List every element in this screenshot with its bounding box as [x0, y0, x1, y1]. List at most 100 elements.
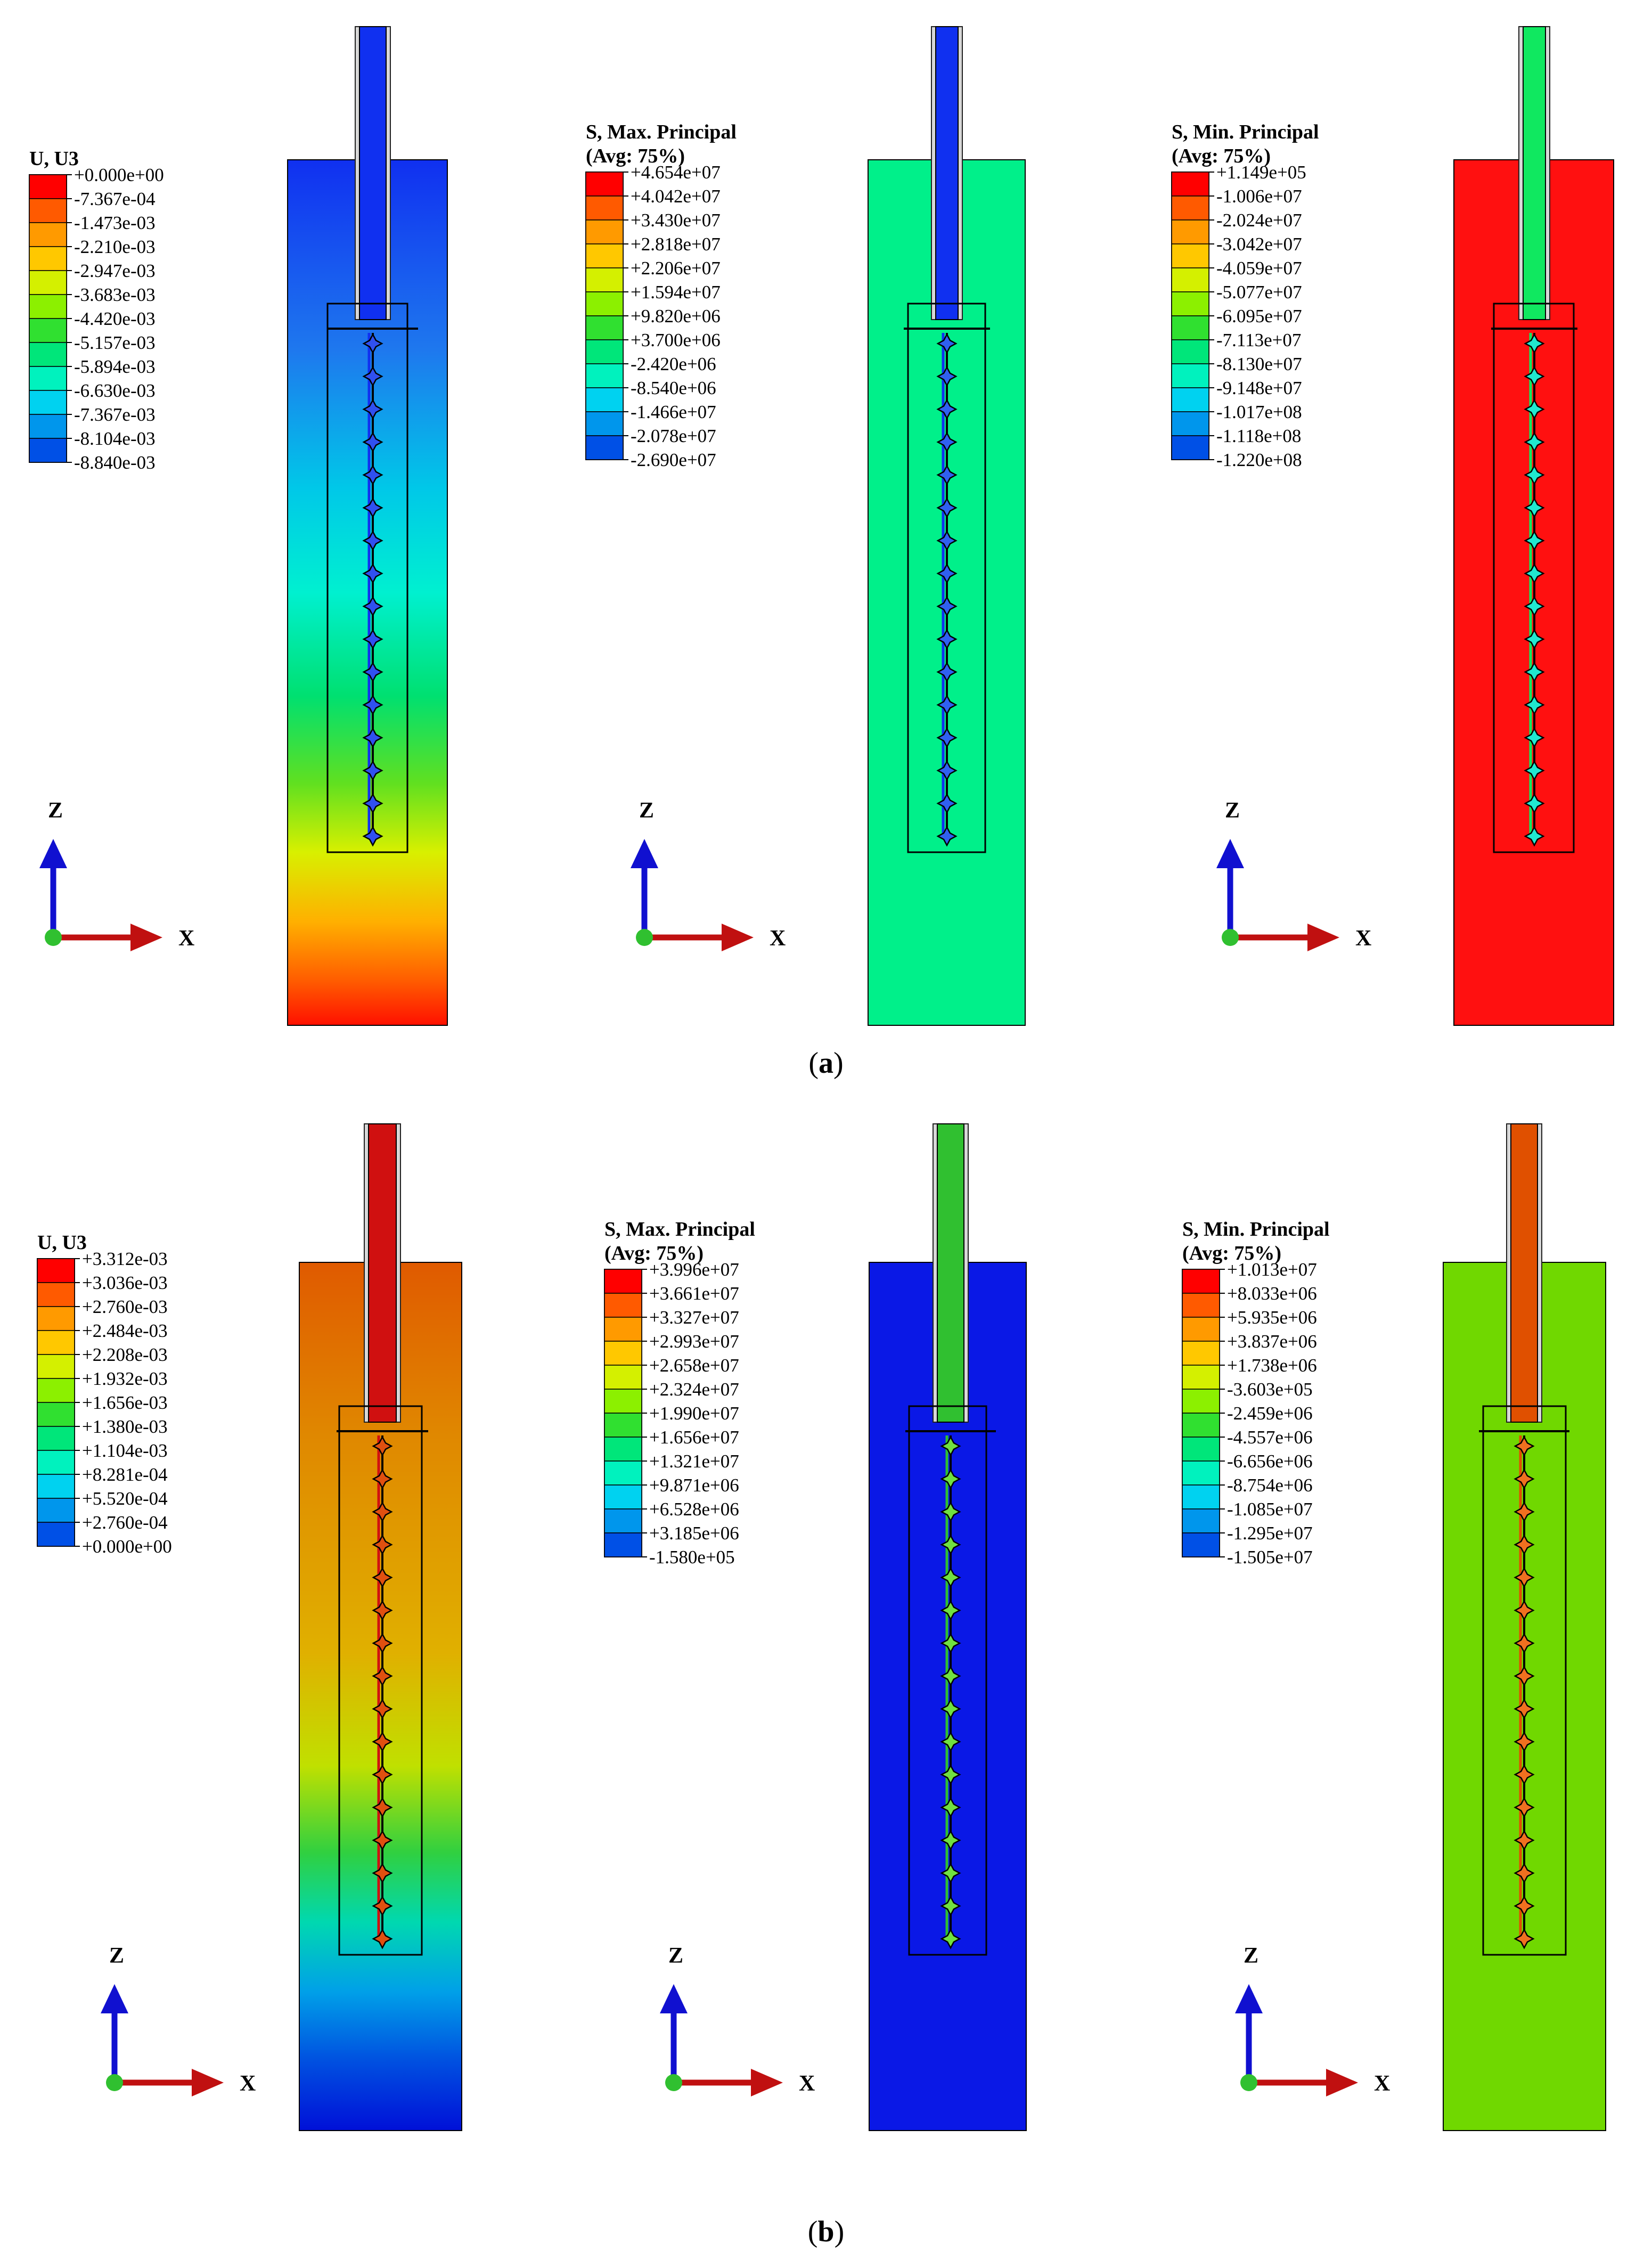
legend-value: +1.321e+07: [649, 1451, 739, 1472]
legend-value: -8.540e+06: [631, 378, 716, 398]
rupture-node: [1524, 464, 1545, 486]
legend-value: +1.013e+07: [1227, 1259, 1317, 1280]
legend-value: +1.990e+07: [649, 1403, 739, 1424]
legend-swatch: [604, 1532, 642, 1557]
legend-swatch: [1171, 291, 1209, 316]
rupture-node: [372, 1698, 393, 1719]
rupture-node: [1514, 1863, 1535, 1884]
rupture-node: [936, 595, 958, 617]
legend-swatch: [585, 435, 624, 460]
x-arrow-icon: [192, 2069, 224, 2096]
rupture-node: [940, 1534, 961, 1555]
legend-value: +2.206e+07: [631, 258, 721, 279]
legend-value: -9.148e+07: [1216, 378, 1302, 398]
rod: [1523, 26, 1546, 320]
legend-value: +2.658e+07: [649, 1355, 739, 1376]
legend-value: -5.157e-03: [74, 332, 156, 353]
rupture-node: [372, 1567, 393, 1588]
rupture-node: [940, 1468, 961, 1490]
legend-swatch: [585, 363, 624, 388]
legend-value: +1.656e-03: [82, 1392, 168, 1413]
legend-value: -8.130e+07: [1216, 354, 1302, 374]
rupture-node: [1524, 563, 1545, 584]
legend-value: +1.656e+07: [649, 1427, 739, 1448]
legend-swatch: [29, 198, 67, 223]
legend-title: U, U3: [37, 1231, 87, 1254]
legend-value: -4.420e-03: [74, 308, 156, 329]
rupture-node: [1514, 1534, 1535, 1555]
submodel-frame: [907, 303, 986, 853]
origin-dot: [665, 2074, 682, 2091]
legend-value: -1.466e+07: [631, 402, 716, 422]
legend-value: -1.085e+07: [1227, 1499, 1313, 1520]
legend-swatch: [1171, 219, 1209, 244]
rupture-node: [362, 662, 383, 683]
legend-value: -2.690e+07: [631, 450, 716, 470]
rupture-node: [1524, 333, 1545, 354]
rupture-node: [362, 694, 383, 715]
origin-dot: [106, 2074, 123, 2091]
legend-swatch: [29, 222, 67, 247]
rupture-node: [372, 1435, 393, 1457]
legend-value: +2.760e-04: [82, 1512, 168, 1533]
z-arrow-icon: [631, 839, 658, 868]
legend-swatch: [37, 1522, 75, 1547]
z-axis-label: Z: [668, 1944, 683, 1968]
legend-swatch: [585, 411, 624, 436]
legend-swatch: [37, 1330, 75, 1355]
legend-swatch: [585, 219, 624, 244]
legend-swatch: [1182, 1532, 1220, 1557]
legend-swatch: [1171, 267, 1209, 292]
plot-a-1: U, U3+0.000e+00 -7.367e-04 -1.473e-03 -2.21…: [29, 26, 448, 1026]
rod: [368, 1123, 397, 1423]
legend-value: +3.661e+07: [649, 1283, 739, 1304]
legend-swatch: [29, 174, 67, 199]
rupture-node: [1524, 793, 1545, 814]
rupture-node: [362, 333, 383, 354]
rupture-node: [372, 1928, 393, 1949]
rupture-node: [936, 760, 958, 781]
legend-value: -2.024e+07: [1216, 210, 1302, 231]
legend-value: -7.367e-04: [74, 189, 156, 209]
legend-value: +3.036e-03: [82, 1272, 168, 1293]
rupture-node: [362, 727, 383, 748]
rupture-node: [940, 1698, 961, 1719]
legend-swatch: [37, 1258, 75, 1283]
legend-value: +3.996e+07: [649, 1259, 739, 1280]
legend-title: (Avg: 75%): [586, 145, 685, 167]
origin-dot: [1222, 929, 1239, 946]
legend: S, Max. Principal(Avg: 75%)+3.996e+07 +3.…: [604, 1218, 755, 1568]
rod: [1510, 1123, 1538, 1423]
legend-value: -6.656e+06: [1227, 1451, 1313, 1472]
legend-value: +3.327e+07: [649, 1307, 739, 1328]
plot-b-3: S, Min. Principal(Avg: 75%)+1.013e+07 +8.…: [1182, 1123, 1606, 2131]
legend-swatch: [1182, 1341, 1220, 1366]
legend-value: +0.000e+00: [74, 165, 164, 185]
legend-swatch: [37, 1402, 75, 1427]
legend-title: (Avg: 75%): [1182, 1242, 1281, 1264]
legend-title: U, U3: [29, 148, 79, 170]
rupture-node: [1524, 662, 1545, 683]
legend-swatch: [604, 1460, 642, 1486]
rupture-node: [940, 1567, 961, 1588]
legend-value: +2.208e-03: [82, 1344, 168, 1365]
legend-value: -6.630e-03: [74, 380, 156, 401]
legend-value: -3.042e+07: [1216, 234, 1302, 255]
legend-value: -8.840e-03: [74, 452, 156, 473]
legend-value: +2.484e-03: [82, 1320, 168, 1341]
legend-swatch: [585, 315, 624, 340]
rupture-node: [940, 1633, 961, 1654]
legend-value: +3.312e-03: [82, 1249, 168, 1269]
rupture-node: [940, 1731, 961, 1752]
rupture-node: [362, 530, 383, 551]
rupture-node: [1524, 826, 1545, 847]
origin-dot: [636, 929, 653, 946]
legend-swatch: [1171, 387, 1209, 412]
legend-swatch: [1171, 435, 1209, 460]
legend-swatch: [585, 243, 624, 268]
legend-swatch: [604, 1484, 642, 1510]
rupture-node: [936, 694, 958, 715]
rupture-node: [1514, 1830, 1535, 1851]
legend-swatch: [585, 172, 624, 197]
rupture-node: [362, 563, 383, 584]
